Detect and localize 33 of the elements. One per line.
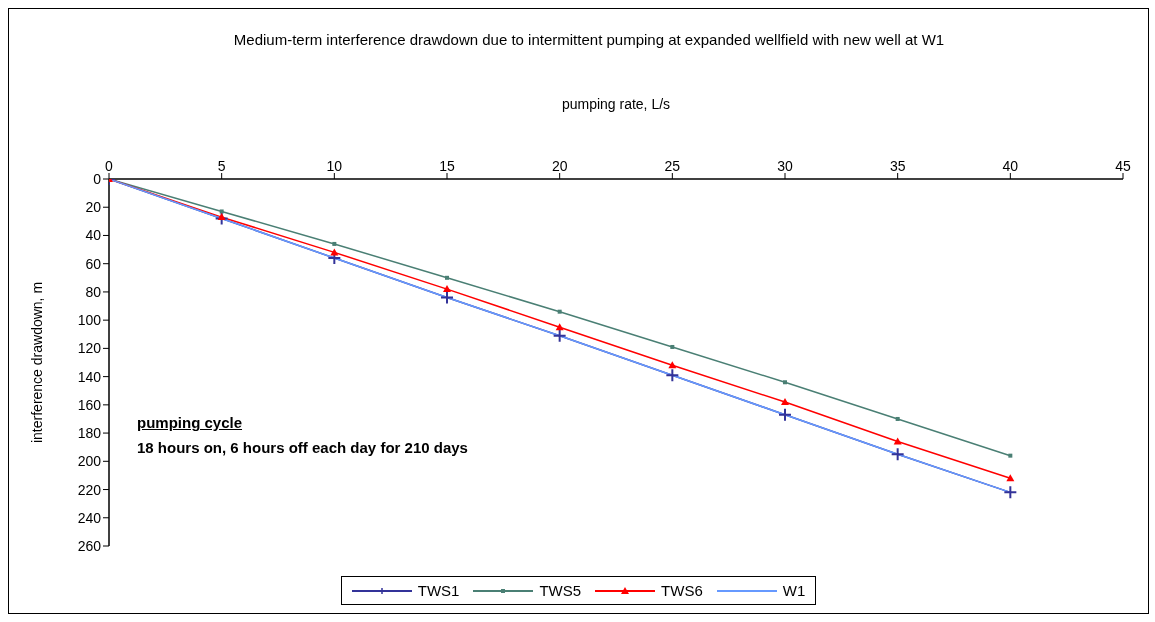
y-tick-label: 40 (85, 227, 102, 244)
x-tick-label: 15 (439, 158, 455, 174)
x-tick-label: 5 (217, 158, 226, 174)
y-tick-label: 260 (77, 537, 102, 554)
x-tick-label: 35 (889, 158, 906, 174)
y-tick-label: 80 (85, 283, 102, 300)
legend-label: W1 (782, 582, 806, 599)
y-tick-label: 200 (77, 453, 102, 470)
y-tick-label: 160 (77, 396, 102, 413)
legend-label: TWS1 (417, 582, 460, 599)
x-tick-label: 25 (664, 158, 681, 174)
y-tick-label: 220 (77, 481, 102, 498)
y-tick-label: 20 (85, 199, 102, 216)
y-tick-label: 120 (77, 340, 102, 357)
y-tick-label: 0 (93, 170, 102, 187)
legend-label: TWS5 (539, 582, 582, 599)
x-tick-label: 10 (326, 158, 343, 174)
x-tick-label: 30 (777, 158, 793, 174)
y-tick-label: 100 (77, 312, 102, 329)
x-tick-label: 0 (105, 158, 114, 174)
chart-title: Medium-term interference drawdown due to intermittent pumping at expanded wellfield with new well at W1 (232, 30, 946, 50)
x-axis-title: pumping rate, L/s (561, 96, 671, 112)
legend-label: TWS6 (661, 582, 703, 599)
y-tick-label: 180 (77, 425, 102, 442)
y-tick-label: 140 (77, 368, 102, 385)
x-tick-label: 40 (1002, 158, 1019, 174)
x-tick-label: 20 (551, 158, 568, 174)
annotation: pumping cycle (137, 414, 243, 431)
y-tick-label: 240 (77, 509, 102, 526)
x-tick-label: 45 (1115, 158, 1131, 174)
y-axis-title: interference drawdown, m (28, 281, 45, 444)
annotation: 18 hours on, 6 hours off each day for 210 days (137, 439, 468, 456)
y-tick-label: 60 (85, 255, 102, 272)
